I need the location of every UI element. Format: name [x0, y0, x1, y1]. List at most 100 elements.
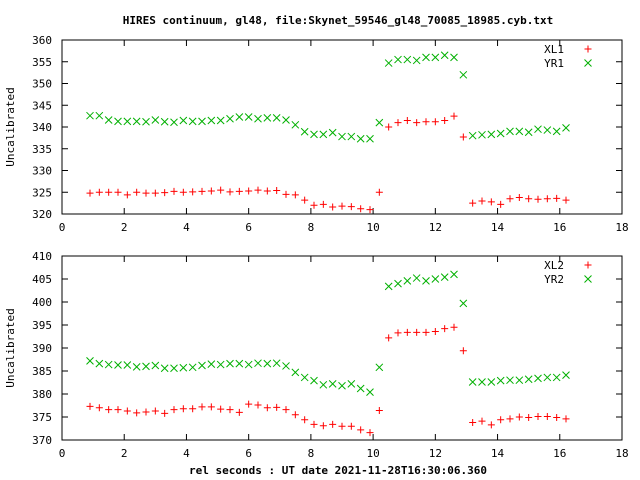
- data-point: [179, 116, 188, 125]
- data-point: [329, 203, 337, 211]
- data-point: [441, 116, 449, 124]
- data-point: [487, 421, 495, 429]
- data-point: [179, 363, 188, 372]
- legend-marker: [584, 59, 592, 67]
- y-tick-label: 350: [32, 78, 52, 91]
- data-point: [217, 405, 225, 413]
- data-point: [478, 197, 486, 205]
- data-point: [226, 359, 234, 368]
- y-tick-label: 410: [32, 250, 52, 263]
- x-tick-label: 0: [59, 447, 66, 460]
- data-point: [151, 361, 160, 370]
- data-point: [319, 200, 327, 208]
- data-point: [497, 200, 505, 208]
- data-point: [469, 419, 477, 427]
- data-point: [105, 188, 113, 196]
- data-point: [170, 118, 178, 127]
- data-point: [357, 426, 365, 434]
- x-tick-label: 8: [308, 221, 315, 234]
- x-tick-label: 14: [491, 221, 505, 234]
- data-point: [319, 422, 327, 430]
- data-point: [468, 378, 477, 386]
- data-point: [133, 409, 141, 417]
- data-point: [422, 53, 430, 62]
- x-tick-label: 8: [308, 447, 315, 460]
- y-tick-label: 345: [32, 99, 52, 112]
- data-point: [104, 360, 113, 369]
- data-point: [515, 193, 523, 201]
- y-tick-label: 335: [32, 143, 52, 156]
- data-point: [254, 186, 262, 194]
- x-tick-label: 16: [553, 221, 566, 234]
- data-point: [282, 406, 290, 414]
- data-point: [282, 190, 290, 198]
- data-point: [235, 187, 243, 195]
- data-point: [338, 132, 346, 141]
- data-point: [552, 373, 561, 382]
- data-point: [291, 191, 299, 199]
- data-point: [160, 117, 169, 126]
- data-point: [553, 194, 561, 202]
- data-point: [198, 187, 206, 195]
- x-tick-label: 2: [121, 221, 128, 234]
- data-point: [450, 323, 458, 331]
- x-tick-label: 10: [366, 447, 379, 460]
- data-point: [384, 59, 393, 67]
- data-point: [375, 407, 383, 415]
- data-point: [245, 400, 253, 408]
- legend-label: XL2: [544, 259, 564, 272]
- data-point: [356, 384, 365, 393]
- data-point: [328, 128, 337, 137]
- series-XL2: [86, 323, 570, 437]
- data-point: [356, 134, 365, 143]
- data-point: [95, 359, 104, 368]
- series-YR2: [86, 270, 570, 397]
- data-point: [431, 327, 439, 335]
- chart-title: HIRES continuum, gl48, file:Skynet_59546…: [123, 14, 553, 27]
- y-tick-label: 375: [32, 411, 52, 424]
- data-point: [506, 127, 514, 136]
- data-point: [385, 123, 393, 131]
- data-point: [496, 129, 505, 138]
- x-tick-label: 18: [615, 221, 628, 234]
- data-point: [235, 113, 244, 121]
- data-point: [422, 276, 430, 285]
- data-point: [273, 187, 281, 195]
- data-point: [431, 53, 440, 62]
- data-point: [142, 189, 150, 197]
- data-point: [524, 375, 533, 384]
- data-point: [244, 360, 253, 369]
- data-point: [403, 116, 411, 124]
- legend-label: XL1: [544, 43, 564, 56]
- data-point: [291, 120, 300, 129]
- data-point: [132, 117, 141, 126]
- data-point: [543, 373, 552, 382]
- data-point: [188, 117, 197, 126]
- data-point: [189, 405, 197, 413]
- data-point: [366, 206, 374, 214]
- data-point: [263, 359, 272, 368]
- data-point: [310, 376, 318, 385]
- data-point: [300, 127, 309, 136]
- data-point: [151, 189, 159, 197]
- data-point: [487, 378, 496, 386]
- data-point: [459, 70, 468, 79]
- data-point: [534, 413, 542, 421]
- data-point: [207, 403, 215, 411]
- data-point: [273, 403, 281, 411]
- data-point: [357, 205, 365, 213]
- data-point: [375, 118, 384, 127]
- data-point: [440, 273, 449, 282]
- data-point: [319, 380, 328, 389]
- data-point: [525, 195, 533, 203]
- data-point: [459, 133, 467, 141]
- x-tick-label: 12: [429, 221, 442, 234]
- data-point: [459, 347, 467, 355]
- legend-marker: [584, 261, 592, 269]
- data-point: [562, 415, 570, 423]
- data-point: [123, 407, 131, 415]
- series-YR1: [86, 51, 570, 143]
- data-point: [562, 196, 570, 204]
- data-point: [86, 189, 94, 197]
- data-point: [385, 334, 393, 342]
